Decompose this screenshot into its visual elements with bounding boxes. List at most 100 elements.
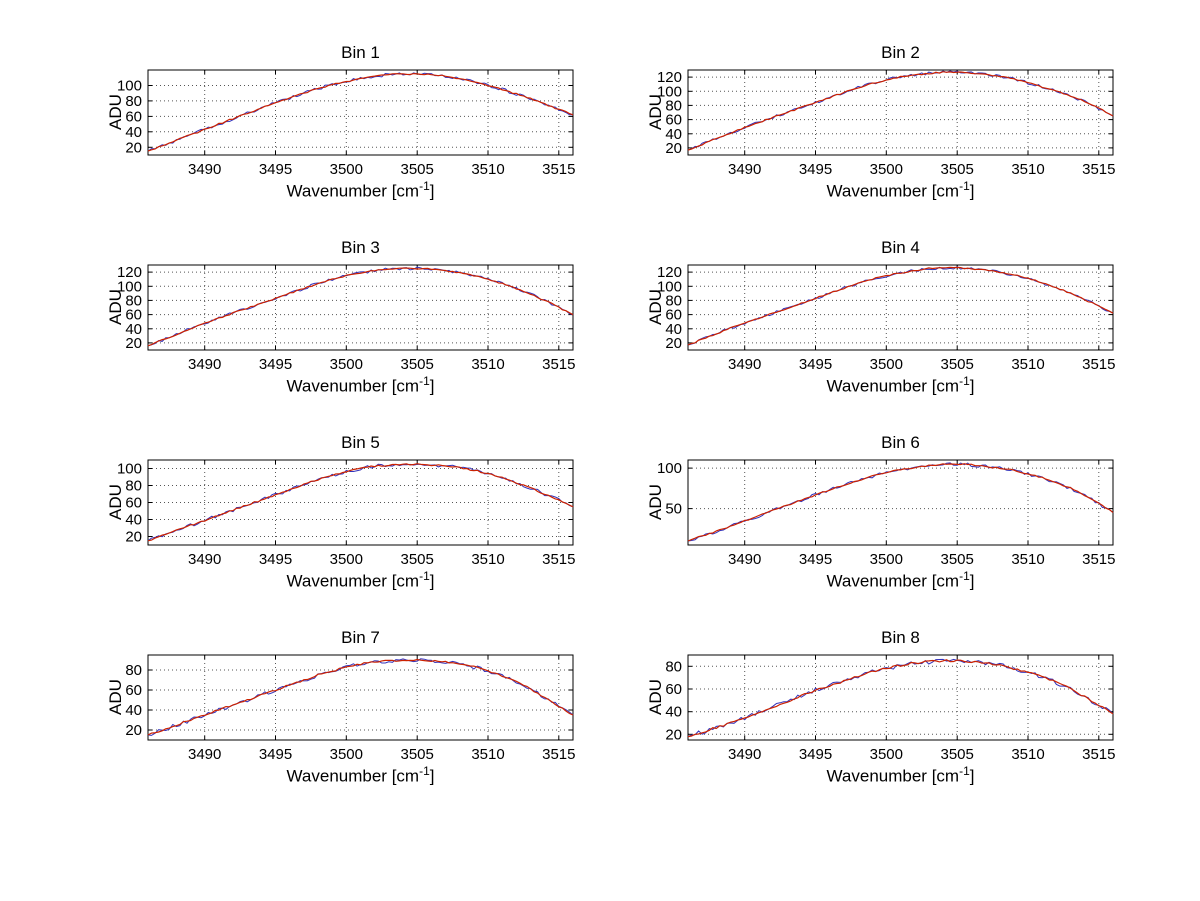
svg-text:3505: 3505: [941, 356, 974, 373]
svg-text:60: 60: [125, 108, 142, 125]
subplot-bin-4: Bin 4 ADU 3490 3495 3500 3505 3510 3515 20 40 60…: [558, 237, 1188, 432]
x-axis-label-sup: -1: [419, 179, 430, 193]
svg-text:40: 40: [665, 704, 682, 721]
svg-text:100: 100: [657, 83, 682, 100]
svg-text:3500: 3500: [330, 356, 363, 373]
svg-text:3495: 3495: [799, 356, 832, 373]
svg-text:3490: 3490: [728, 746, 761, 763]
x-axis-label-sup: -1: [959, 374, 970, 388]
svg-text:60: 60: [125, 307, 142, 324]
svg-text:3495: 3495: [799, 551, 832, 568]
svg-text:3500: 3500: [870, 746, 903, 763]
svg-text:40: 40: [125, 702, 142, 719]
spectrum-plot: 3490 3495 3500 3505 3510 3515 20 40 60 80: [665, 654, 1115, 763]
spectrum-plot: 3490 3495 3500 3505 3510 3515 50 100: [657, 459, 1115, 568]
svg-text:3500: 3500: [330, 161, 363, 178]
svg-text:60: 60: [125, 682, 142, 699]
x-axis-label-text: Wavenumber [cm: [826, 766, 960, 786]
svg-text:3510: 3510: [471, 551, 504, 568]
svg-text:3495: 3495: [799, 161, 832, 178]
svg-text:3490: 3490: [728, 551, 761, 568]
x-axis-label-text: Wavenumber [cm: [286, 571, 420, 591]
svg-text:80: 80: [125, 662, 142, 679]
subplot-title: Bin 8: [881, 628, 920, 647]
svg-text:100: 100: [657, 278, 682, 295]
x-axis-label: Wavenumber [cm-1]: [148, 374, 573, 397]
svg-text:3490: 3490: [728, 356, 761, 373]
svg-text:3515: 3515: [542, 356, 575, 373]
svg-text:3490: 3490: [728, 161, 761, 178]
svg-text:3490: 3490: [188, 161, 221, 178]
svg-text:3495: 3495: [799, 746, 832, 763]
subplot-bin-7: Bin 7 ADU 3490 3495 3500 3505 3510 3515 20 40 60…: [18, 627, 603, 822]
y-axis-label: ADU: [106, 289, 125, 325]
svg-text:3510: 3510: [1011, 356, 1044, 373]
subplot-title: Bin 6: [881, 433, 920, 452]
x-axis-label: Wavenumber [cm-1]: [148, 179, 573, 202]
svg-text:80: 80: [125, 478, 142, 495]
svg-text:40: 40: [665, 126, 682, 143]
svg-text:60: 60: [665, 307, 682, 324]
y-axis-label: ADU: [646, 484, 665, 520]
svg-text:80: 80: [665, 658, 682, 675]
svg-text:20: 20: [125, 529, 142, 546]
svg-text:3495: 3495: [259, 356, 292, 373]
svg-text:3500: 3500: [330, 551, 363, 568]
svg-text:3510: 3510: [1011, 161, 1044, 178]
svg-text:3510: 3510: [471, 161, 504, 178]
subplot-bin-2: Bin 2 ADU 3490 3495 3500 3505 3510 3515 20 40 60…: [558, 42, 1188, 237]
y-axis-label: ADU: [106, 484, 125, 520]
y-axis-label: ADU: [646, 679, 665, 715]
svg-text:3515: 3515: [542, 746, 575, 763]
svg-text:3490: 3490: [188, 356, 221, 373]
spectrum-plot: 3490 3495 3500 3505 3510 3515 20 40 60 80: [125, 654, 575, 763]
x-axis-label-end: ]: [429, 376, 435, 396]
svg-text:40: 40: [125, 124, 142, 141]
y-axis-label: ADU: [106, 679, 125, 715]
subplot-bin-3: Bin 3 ADU 3490 3495 3500 3505 3510 3515 20 40 60…: [18, 237, 603, 432]
x-axis-label: Wavenumber [cm-1]: [688, 179, 1113, 202]
svg-text:120: 120: [117, 264, 142, 281]
svg-text:40: 40: [125, 321, 142, 338]
x-axis-label-text: Wavenumber [cm: [826, 181, 960, 201]
subplot-title: Bin 1: [341, 43, 380, 62]
svg-text:3500: 3500: [870, 551, 903, 568]
svg-text:3510: 3510: [471, 746, 504, 763]
subplot-bin-5: Bin 5 ADU 3490 3495 3500 3505 3510 3515 20 40 60…: [18, 432, 603, 627]
svg-text:3515: 3515: [1082, 356, 1115, 373]
x-axis-label: Wavenumber [cm-1]: [148, 569, 573, 592]
svg-text:3510: 3510: [1011, 551, 1044, 568]
svg-text:3505: 3505: [941, 551, 974, 568]
x-axis-label-sup: -1: [959, 764, 970, 778]
x-axis-label-end: ]: [969, 181, 975, 201]
svg-text:40: 40: [125, 512, 142, 529]
svg-text:3505: 3505: [941, 161, 974, 178]
svg-text:40: 40: [665, 321, 682, 338]
svg-text:3495: 3495: [259, 161, 292, 178]
svg-text:3490: 3490: [188, 746, 221, 763]
svg-text:80: 80: [125, 93, 142, 110]
subplot-title: Bin 3: [341, 238, 380, 257]
svg-text:100: 100: [117, 461, 142, 478]
x-axis-label-sup: -1: [419, 764, 430, 778]
subplot-bin-8: Bin 8 ADU 3490 3495 3500 3505 3510 3515 20 40 60…: [558, 627, 1188, 822]
svg-text:3495: 3495: [259, 746, 292, 763]
x-axis-label-end: ]: [429, 571, 435, 591]
svg-text:80: 80: [125, 292, 142, 309]
x-axis-label-sup: -1: [419, 374, 430, 388]
x-axis-label-end: ]: [969, 571, 975, 591]
x-axis-label-text: Wavenumber [cm: [286, 766, 420, 786]
svg-text:20: 20: [125, 139, 142, 156]
svg-text:3515: 3515: [1082, 551, 1115, 568]
subplot-title: Bin 5: [341, 433, 380, 452]
y-axis-label: ADU: [106, 94, 125, 130]
x-axis-label: Wavenumber [cm-1]: [688, 374, 1113, 397]
svg-text:3490: 3490: [188, 551, 221, 568]
svg-text:3500: 3500: [330, 746, 363, 763]
y-axis-label: ADU: [646, 94, 665, 130]
svg-text:50: 50: [665, 501, 682, 518]
